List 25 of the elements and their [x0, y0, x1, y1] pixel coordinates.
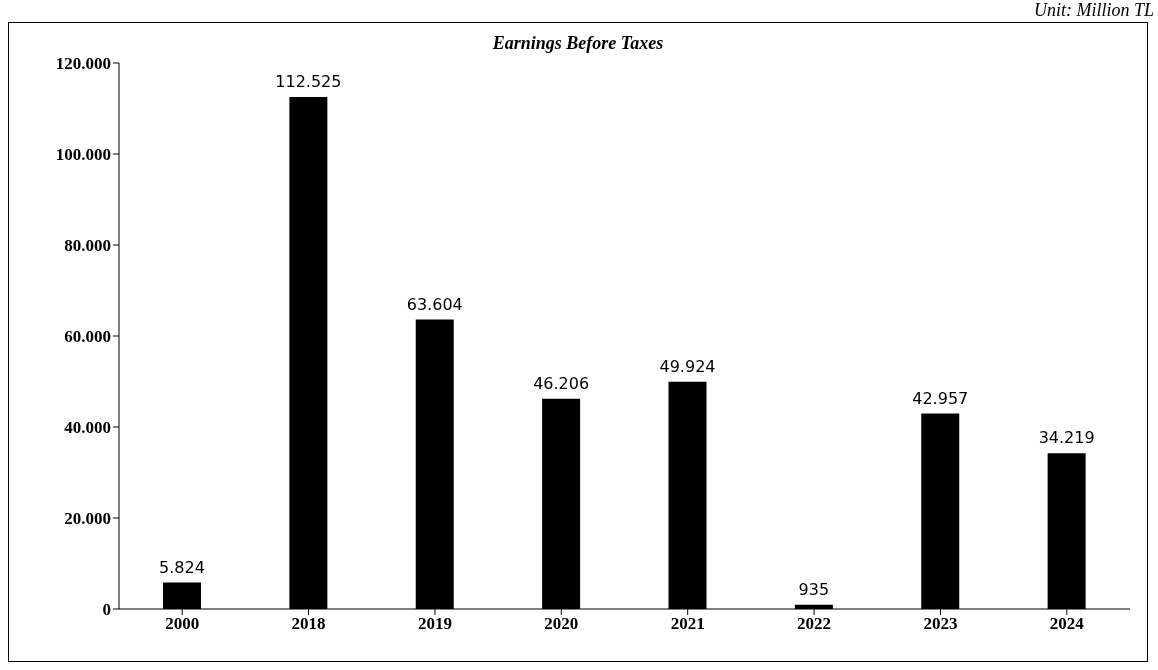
y-tick-label: 60.000 — [64, 327, 111, 347]
x-tick-label: 2000 — [165, 614, 200, 634]
y-tick-label: 120.000 — [55, 54, 111, 74]
x-tick-label: 2018 — [291, 614, 326, 634]
x-tick-label: 2022 — [797, 614, 832, 634]
x-tick-label: 2020 — [544, 614, 579, 634]
data-label: 112.525 — [275, 72, 342, 92]
y-tick-label: 100.000 — [55, 145, 111, 165]
chart-title: Earnings Before Taxes — [491, 33, 665, 54]
y-tick-label: 40.000 — [64, 418, 111, 438]
data-label: 46.206 — [533, 373, 590, 393]
data-label: 935 — [798, 579, 830, 599]
data-label: 42.957 — [912, 388, 969, 408]
y-tick-label: 20.000 — [64, 509, 111, 529]
x-tick-label: 2019 — [417, 614, 452, 634]
y-tick-label: 80.000 — [64, 236, 111, 256]
data-label: 49.924 — [659, 356, 716, 376]
y-tick-label: 0 — [102, 600, 111, 620]
x-tick-label: 2021 — [670, 614, 705, 634]
data-label: 63.604 — [406, 294, 463, 314]
x-tick-label: 2024 — [1049, 614, 1085, 634]
data-label: 34.219 — [1038, 428, 1095, 448]
text: Unit: Million TL — [1033, 0, 1154, 21]
data-label: 5.824 — [159, 557, 205, 577]
x-tick-label: 2023 — [923, 614, 958, 634]
